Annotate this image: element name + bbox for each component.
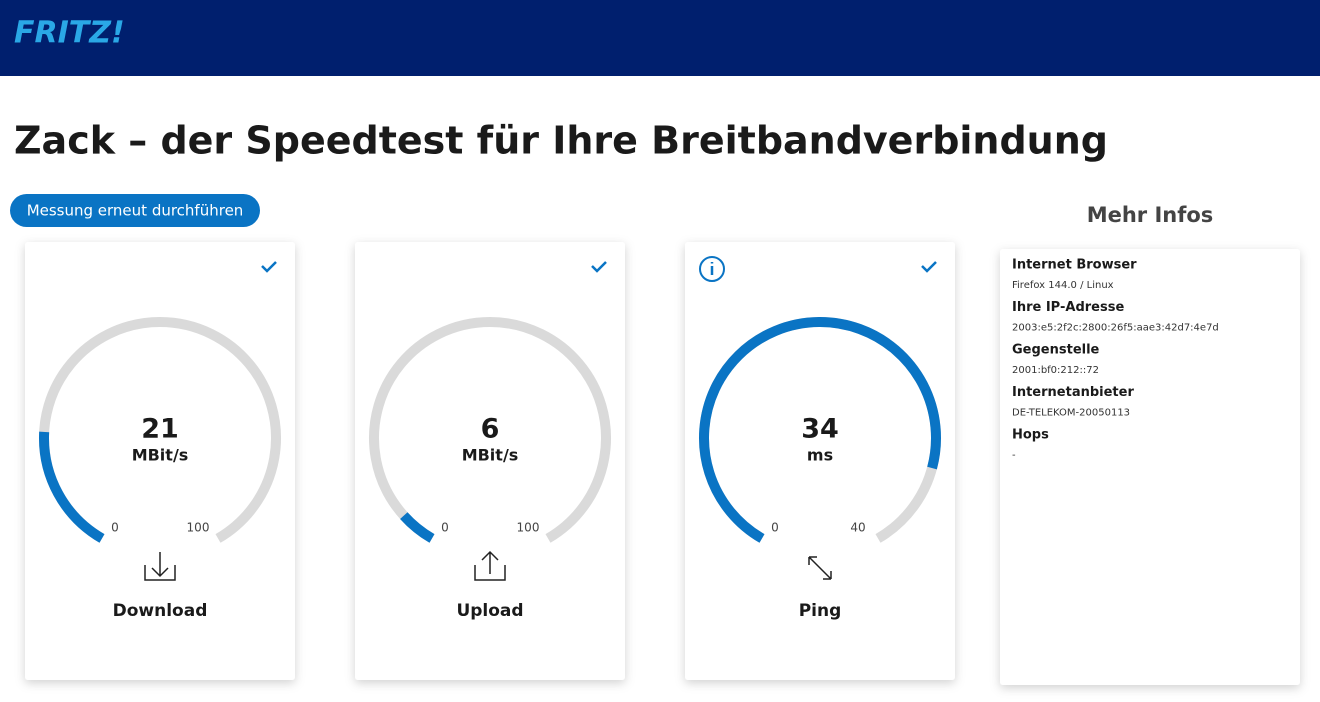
info-value: 2001:bf0:212::72: [1012, 365, 1099, 376]
gauge-value: 21: [141, 414, 179, 445]
gauge-min: 0: [771, 521, 779, 535]
info-value: DE-TELEKOM-20050113: [1012, 408, 1130, 419]
gauge-value-arc: [39, 431, 105, 543]
gauge-value: 34: [801, 414, 839, 445]
check-icon: [261, 261, 277, 273]
info-label: Hops: [1012, 428, 1049, 443]
info-icon[interactable]: [699, 256, 725, 282]
info-value: 2003:e5:2f2c:2800:26f5:aae3:42d7:4e7d: [1012, 323, 1219, 334]
gauge-icon: [144, 552, 176, 581]
logo[interactable]: FRITZ!: [14, 16, 125, 51]
info-value: -: [1012, 450, 1016, 461]
gauge-max: 100: [517, 521, 540, 535]
check-icon: [591, 261, 607, 273]
gauge-icon: [808, 556, 832, 580]
page-title: Zack – der Speedtest für Ihre Breitbandv…: [14, 119, 1108, 163]
header-bar: [0, 0, 1320, 76]
gauge-label: Download: [113, 601, 208, 621]
gauge-label: Upload: [456, 601, 523, 621]
gauge-label: Ping: [799, 601, 842, 621]
info-label: Internet Browser: [1012, 258, 1137, 273]
gauge-card: [355, 242, 625, 680]
check-icon: [921, 261, 937, 273]
gauge-card: [25, 242, 295, 680]
gauge-min: 0: [441, 521, 449, 535]
info-label: Gegenstelle: [1012, 343, 1100, 358]
gauge-min: 0: [111, 521, 119, 535]
info-label: Internetanbieter: [1012, 385, 1134, 400]
gauge-unit: MBit/s: [132, 446, 189, 465]
info-card: [1000, 249, 1300, 685]
rerun-button-label[interactable]: Messung erneut durchführen: [27, 202, 244, 220]
gauge-value-arc: [699, 317, 941, 543]
info-title: Mehr Infos: [1087, 203, 1214, 227]
gauge-value-arc: [400, 512, 435, 543]
gauge-unit: ms: [807, 446, 833, 465]
info-label: Ihre IP-Adresse: [1012, 300, 1124, 315]
gauge-max: 100: [187, 521, 210, 535]
gauge-unit: MBit/s: [462, 446, 519, 465]
gauge-track: [369, 317, 611, 543]
gauge-icon: [474, 550, 506, 581]
info-value: Firefox 144.0 / Linux: [1012, 280, 1114, 291]
rerun-button[interactable]: [10, 194, 260, 227]
gauge-max: 40: [850, 521, 865, 535]
gauge-value: 6: [481, 414, 500, 445]
gauge-card: [685, 242, 955, 680]
